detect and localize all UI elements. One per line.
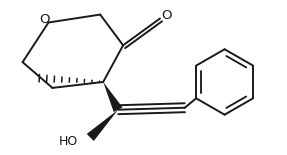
- Text: O: O: [162, 9, 172, 22]
- Text: HO: HO: [59, 135, 78, 148]
- Polygon shape: [103, 82, 123, 112]
- Text: O: O: [39, 13, 50, 26]
- Polygon shape: [87, 110, 118, 141]
